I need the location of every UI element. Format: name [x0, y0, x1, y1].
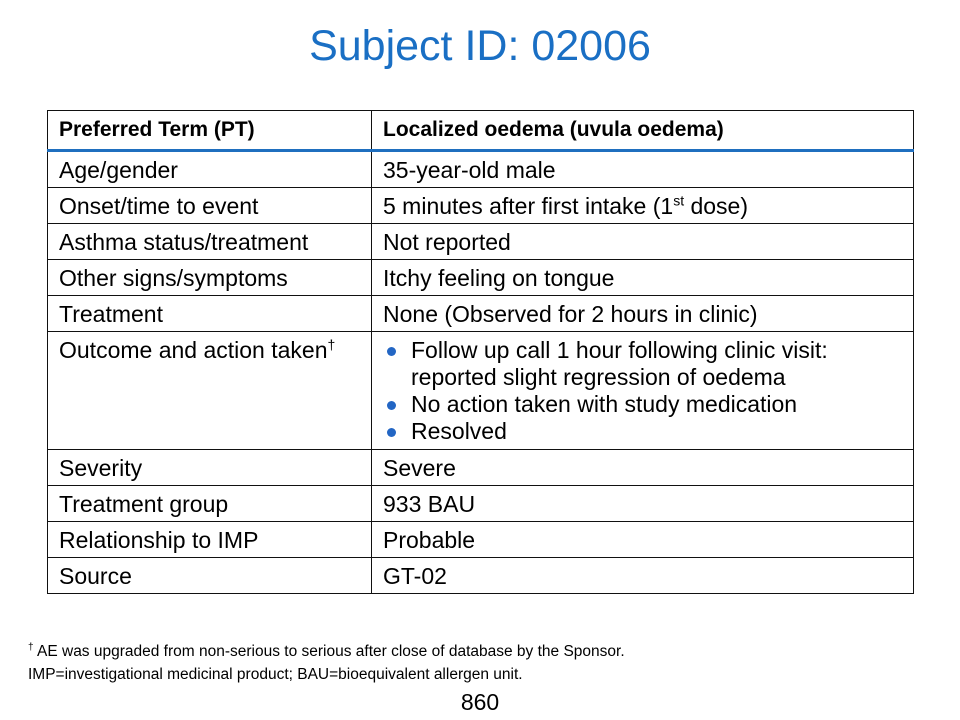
bullet-dot-icon [387, 347, 396, 356]
list-item: No action taken with study medication [383, 391, 903, 418]
outcome-label: Outcome and action taken [59, 337, 328, 363]
row-value: Itchy feeling on tongue [371, 259, 914, 296]
row-value: None (Observed for 2 hours in clinic) [371, 295, 914, 332]
header-cell-preferred-term: Preferred Term (PT) [47, 110, 372, 152]
bullet-dot-icon [387, 401, 396, 410]
row-value: Severe [371, 449, 914, 486]
row-label: Asthma status/treatment [47, 223, 372, 260]
outcome-list: Follow up call 1 hour following clinic v… [383, 337, 903, 445]
row-value: 35-year-old male [371, 150, 914, 188]
row-label: Source [47, 557, 372, 594]
row-value: 933 BAU [371, 485, 914, 522]
table-row: Onset/time to event 5 minutes after firs… [47, 187, 914, 224]
slide-title: Subject ID: 02006 [309, 22, 651, 70]
table-row: Other signs/symptoms Itchy feeling on to… [47, 259, 914, 296]
table-row: Source GT-02 [47, 557, 914, 594]
table-row: Treatment group 933 BAU [47, 485, 914, 522]
row-label: Other signs/symptoms [47, 259, 372, 296]
row-label: Onset/time to event [47, 187, 372, 224]
table-row: Relationship to IMP Probable [47, 521, 914, 558]
row-label: Relationship to IMP [47, 521, 372, 558]
row-value: GT-02 [371, 557, 914, 594]
row-label: Age/gender [47, 150, 372, 188]
table-row: Severity Severe [47, 449, 914, 486]
adverse-event-table: Preferred Term (PT) Localized oedema (uv… [47, 110, 914, 594]
row-label: Treatment group [47, 485, 372, 522]
row-value: Probable [371, 521, 914, 558]
onset-text: 5 minutes after first intake (1 [383, 193, 674, 219]
table-row: Outcome and action taken† Follow up call… [47, 331, 914, 450]
table-row: Asthma status/treatment Not reported [47, 223, 914, 260]
footnote-line-1: † AE was upgraded from non-serious to se… [28, 641, 625, 660]
table-row: Treatment None (Observed for 2 hours in … [47, 295, 914, 332]
bullet-dot-icon [387, 428, 396, 437]
table-header-row: Preferred Term (PT) Localized oedema (uv… [47, 110, 914, 152]
dagger-superscript: † [327, 336, 336, 353]
page-number: 860 [460, 689, 500, 715]
header-cell-pt-value: Localized oedema (uvula oedema) [371, 110, 914, 152]
list-item: Follow up call 1 hour following clinic v… [383, 337, 903, 391]
ordinal-superscript: st [673, 192, 685, 209]
dagger-mark: † [28, 641, 34, 653]
table-row: Age/gender 35-year-old male [47, 150, 914, 188]
row-label: Outcome and action taken† [47, 331, 372, 450]
row-label: Treatment [47, 295, 372, 332]
footnotes: † AE was upgraded from non-serious to se… [28, 640, 625, 686]
row-value: Follow up call 1 hour following clinic v… [371, 331, 914, 450]
footnote-line-2: IMP=investigational medicinal product; B… [28, 666, 523, 683]
row-value: Not reported [371, 223, 914, 260]
row-value: 5 minutes after first intake (1st dose) [371, 187, 914, 224]
onset-text-end: dose) [684, 193, 749, 219]
row-label: Severity [47, 449, 372, 486]
list-item: Resolved [383, 418, 903, 445]
